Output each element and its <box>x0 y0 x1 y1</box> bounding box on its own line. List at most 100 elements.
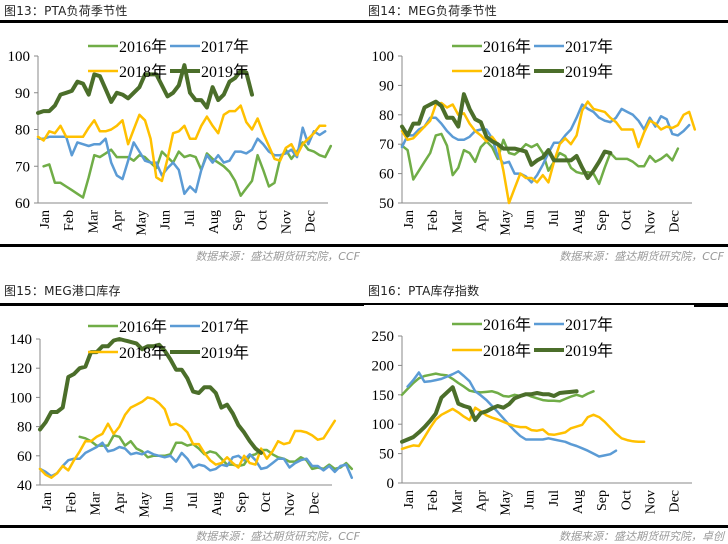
x-tick-label: Jun <box>159 210 174 229</box>
y-tick-label: 100 <box>8 49 31 65</box>
y-tick-label: 70 <box>379 137 394 153</box>
y-tick-label: 100 <box>372 417 395 433</box>
y-tick-label: 0 <box>387 476 395 492</box>
x-tick-label: Aug <box>210 492 225 516</box>
legend-label: 2016年 <box>483 316 531 334</box>
chart-title: 图15：MEG港口库存 <box>4 284 121 298</box>
panel-fig16: 图16：PTA库存指数 0 50 100 150 200 250 Jan Feb Mar Apr M… <box>364 272 728 544</box>
x-tick-label: May <box>499 490 514 516</box>
legend-label: 2016年 <box>119 38 167 56</box>
source-note: 数据来源：盛达期货研究院，CCF <box>195 530 360 543</box>
y-tick-label: 80 <box>17 420 32 436</box>
x-tick-label: Sep <box>595 210 610 231</box>
x-tick-label: Mar <box>89 492 104 516</box>
x-tick-label: Jun <box>523 210 538 229</box>
series-line-2018 <box>36 104 327 183</box>
x-tick-label: Jul <box>186 492 201 508</box>
y-tick-label: 80 <box>15 123 30 139</box>
x-tick-label: Sep <box>231 210 246 231</box>
divider-top <box>364 20 728 23</box>
legend-label: 2019年 <box>201 63 249 81</box>
x-tick-label: Sep <box>595 490 610 511</box>
chart-fig13: 60 70 80 90 100 Jan Feb Mar Apr May Jun Jul Aug Sep Oc… <box>8 38 333 236</box>
x-tick-label: Aug <box>571 490 586 514</box>
y-tick-label: 140 <box>10 332 33 348</box>
x-tick-label: Jun <box>162 492 177 511</box>
x-tick-label: Oct <box>259 492 274 512</box>
series-line-2016 <box>400 372 595 403</box>
legend-label: 2019年 <box>201 344 249 362</box>
y-tick-label: 150 <box>372 388 395 404</box>
chart-fig15: 40 60 80 100 120 140 Jan Feb Mar Apr May Jun Jul Aug S… <box>10 318 354 518</box>
y-tick-label: 60 <box>15 196 30 212</box>
x-tick-label: May <box>499 210 514 236</box>
series-line-2017 <box>38 441 354 479</box>
legend-label: 2017年 <box>201 38 249 56</box>
chart-fig14: 50 60 70 80 90 100 Jan Feb Mar Apr May Jun Jul Aug Sep… <box>372 38 697 236</box>
legend-label: 2016年 <box>483 38 531 56</box>
x-tick-label: Feb <box>64 492 79 513</box>
x-tick-label: Nov <box>279 210 294 234</box>
divider-top <box>364 303 694 305</box>
y-tick-label: 80 <box>379 108 394 124</box>
divider-top <box>0 303 364 306</box>
y-tick-label: 120 <box>10 361 33 377</box>
x-tick-label: Oct <box>619 490 634 510</box>
legend-label: 2018年 <box>483 63 531 81</box>
series-line-2017 <box>406 370 618 458</box>
legend-label: 2017年 <box>565 316 613 334</box>
x-tick-label: May <box>135 210 150 236</box>
divider-bottom <box>0 244 364 247</box>
y-tick-label: 90 <box>15 86 30 102</box>
source-note: 数据来源：盛达期货研究院，卓创 <box>559 530 724 543</box>
series-line-2019 <box>400 92 613 180</box>
x-tick-label: Jan <box>38 210 53 229</box>
series-line-2016 <box>400 132 680 186</box>
y-tick-label: 70 <box>15 159 30 175</box>
legend-label: 2018年 <box>119 63 167 81</box>
x-tick-label: Apr <box>113 492 128 514</box>
x-tick-label: Dec <box>304 210 319 233</box>
legend-label: 2019年 <box>565 63 613 81</box>
x-tick-label: Apr <box>474 210 489 232</box>
x-tick-label: Oct <box>255 210 270 230</box>
chart-title: 图13：PTA负荷季节性 <box>4 4 128 18</box>
y-tick-label: 40 <box>17 478 32 494</box>
panel-fig13: 图13：PTA负荷季节性 60 70 80 90 100 Jan Feb Mar Apr May J… <box>0 0 364 272</box>
x-tick-label: Sep <box>235 492 250 513</box>
y-tick-label: 50 <box>379 447 394 463</box>
series-line-2017 <box>36 126 327 196</box>
x-tick-label: Feb <box>426 210 441 231</box>
x-tick-label: Jan <box>402 490 417 509</box>
x-tick-label: Jul <box>547 210 562 226</box>
source-note: 数据来源：盛达期货研究院，CCF <box>195 250 360 263</box>
series-line-2018 <box>400 100 697 205</box>
divider-top-right <box>694 303 728 307</box>
x-tick-label: Jan <box>40 492 55 511</box>
legend-label: 2018年 <box>483 342 531 360</box>
y-tick-label: 90 <box>379 78 394 94</box>
x-tick-label: Oct <box>619 210 634 230</box>
x-tick-label: Apr <box>474 490 489 512</box>
x-tick-label: Jun <box>523 490 538 509</box>
legend-label: 2019年 <box>565 342 613 360</box>
x-tick-label: Mar <box>450 210 465 234</box>
x-tick-label: Aug <box>207 210 222 234</box>
x-tick-label: Nov <box>283 492 298 516</box>
chart-fig16: 0 50 100 150 200 250 Jan Feb Mar Apr May Jun Jul Aug S… <box>372 316 692 516</box>
x-tick-label: Feb <box>62 210 77 231</box>
panel-fig15: 图15：MEG港口库存 40 60 80 100 120 140 Jan Feb Mar Apr M… <box>0 272 364 544</box>
x-tick-label: Dec <box>307 492 322 515</box>
divider-top <box>0 20 364 23</box>
chart-title: 图14：MEG负荷季节性 <box>368 4 497 18</box>
series-line-2018 <box>400 406 646 451</box>
divider-bottom <box>364 244 728 247</box>
y-tick-label: 200 <box>372 358 395 374</box>
panel-fig14: 图14：MEG负荷季节性 50 60 70 80 90 100 Jan Feb Mar Apr Ma… <box>364 0 728 272</box>
chart-title: 图16：PTA库存指数 <box>368 284 480 298</box>
divider-bottom <box>0 525 364 528</box>
y-tick-label: 100 <box>372 49 395 65</box>
x-tick-label: Dec <box>668 210 683 233</box>
y-tick-label: 60 <box>379 167 394 183</box>
series-line-2019 <box>38 337 264 455</box>
